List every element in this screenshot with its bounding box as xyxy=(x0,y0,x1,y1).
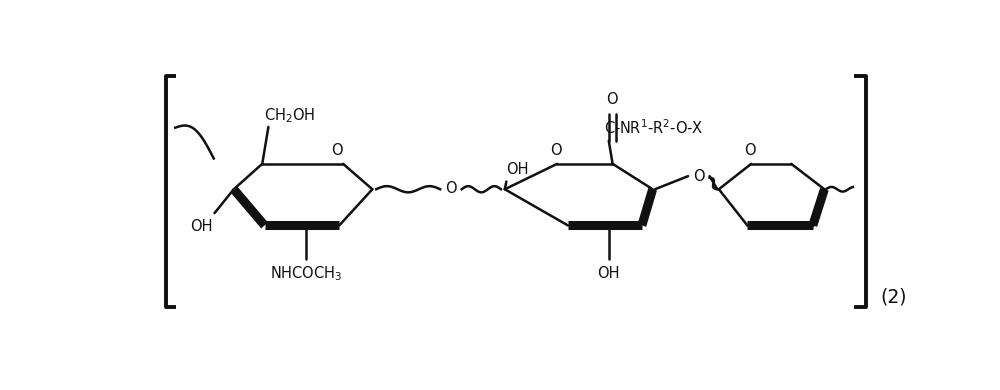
Text: OH: OH xyxy=(190,219,213,234)
Text: O: O xyxy=(693,168,705,184)
Text: O: O xyxy=(744,143,755,158)
Text: O: O xyxy=(550,143,561,158)
Text: NHCOCH$_3$: NHCOCH$_3$ xyxy=(270,264,342,282)
Text: OH: OH xyxy=(506,163,529,177)
Text: O: O xyxy=(331,143,343,158)
Text: O: O xyxy=(606,92,618,107)
Text: O: O xyxy=(445,181,457,196)
Text: OH: OH xyxy=(598,266,620,281)
Text: (2): (2) xyxy=(881,287,907,307)
Text: C-NR$^1$-R$^2$-O-X: C-NR$^1$-R$^2$-O-X xyxy=(604,118,704,137)
Text: CH$_2$OH: CH$_2$OH xyxy=(264,107,316,126)
